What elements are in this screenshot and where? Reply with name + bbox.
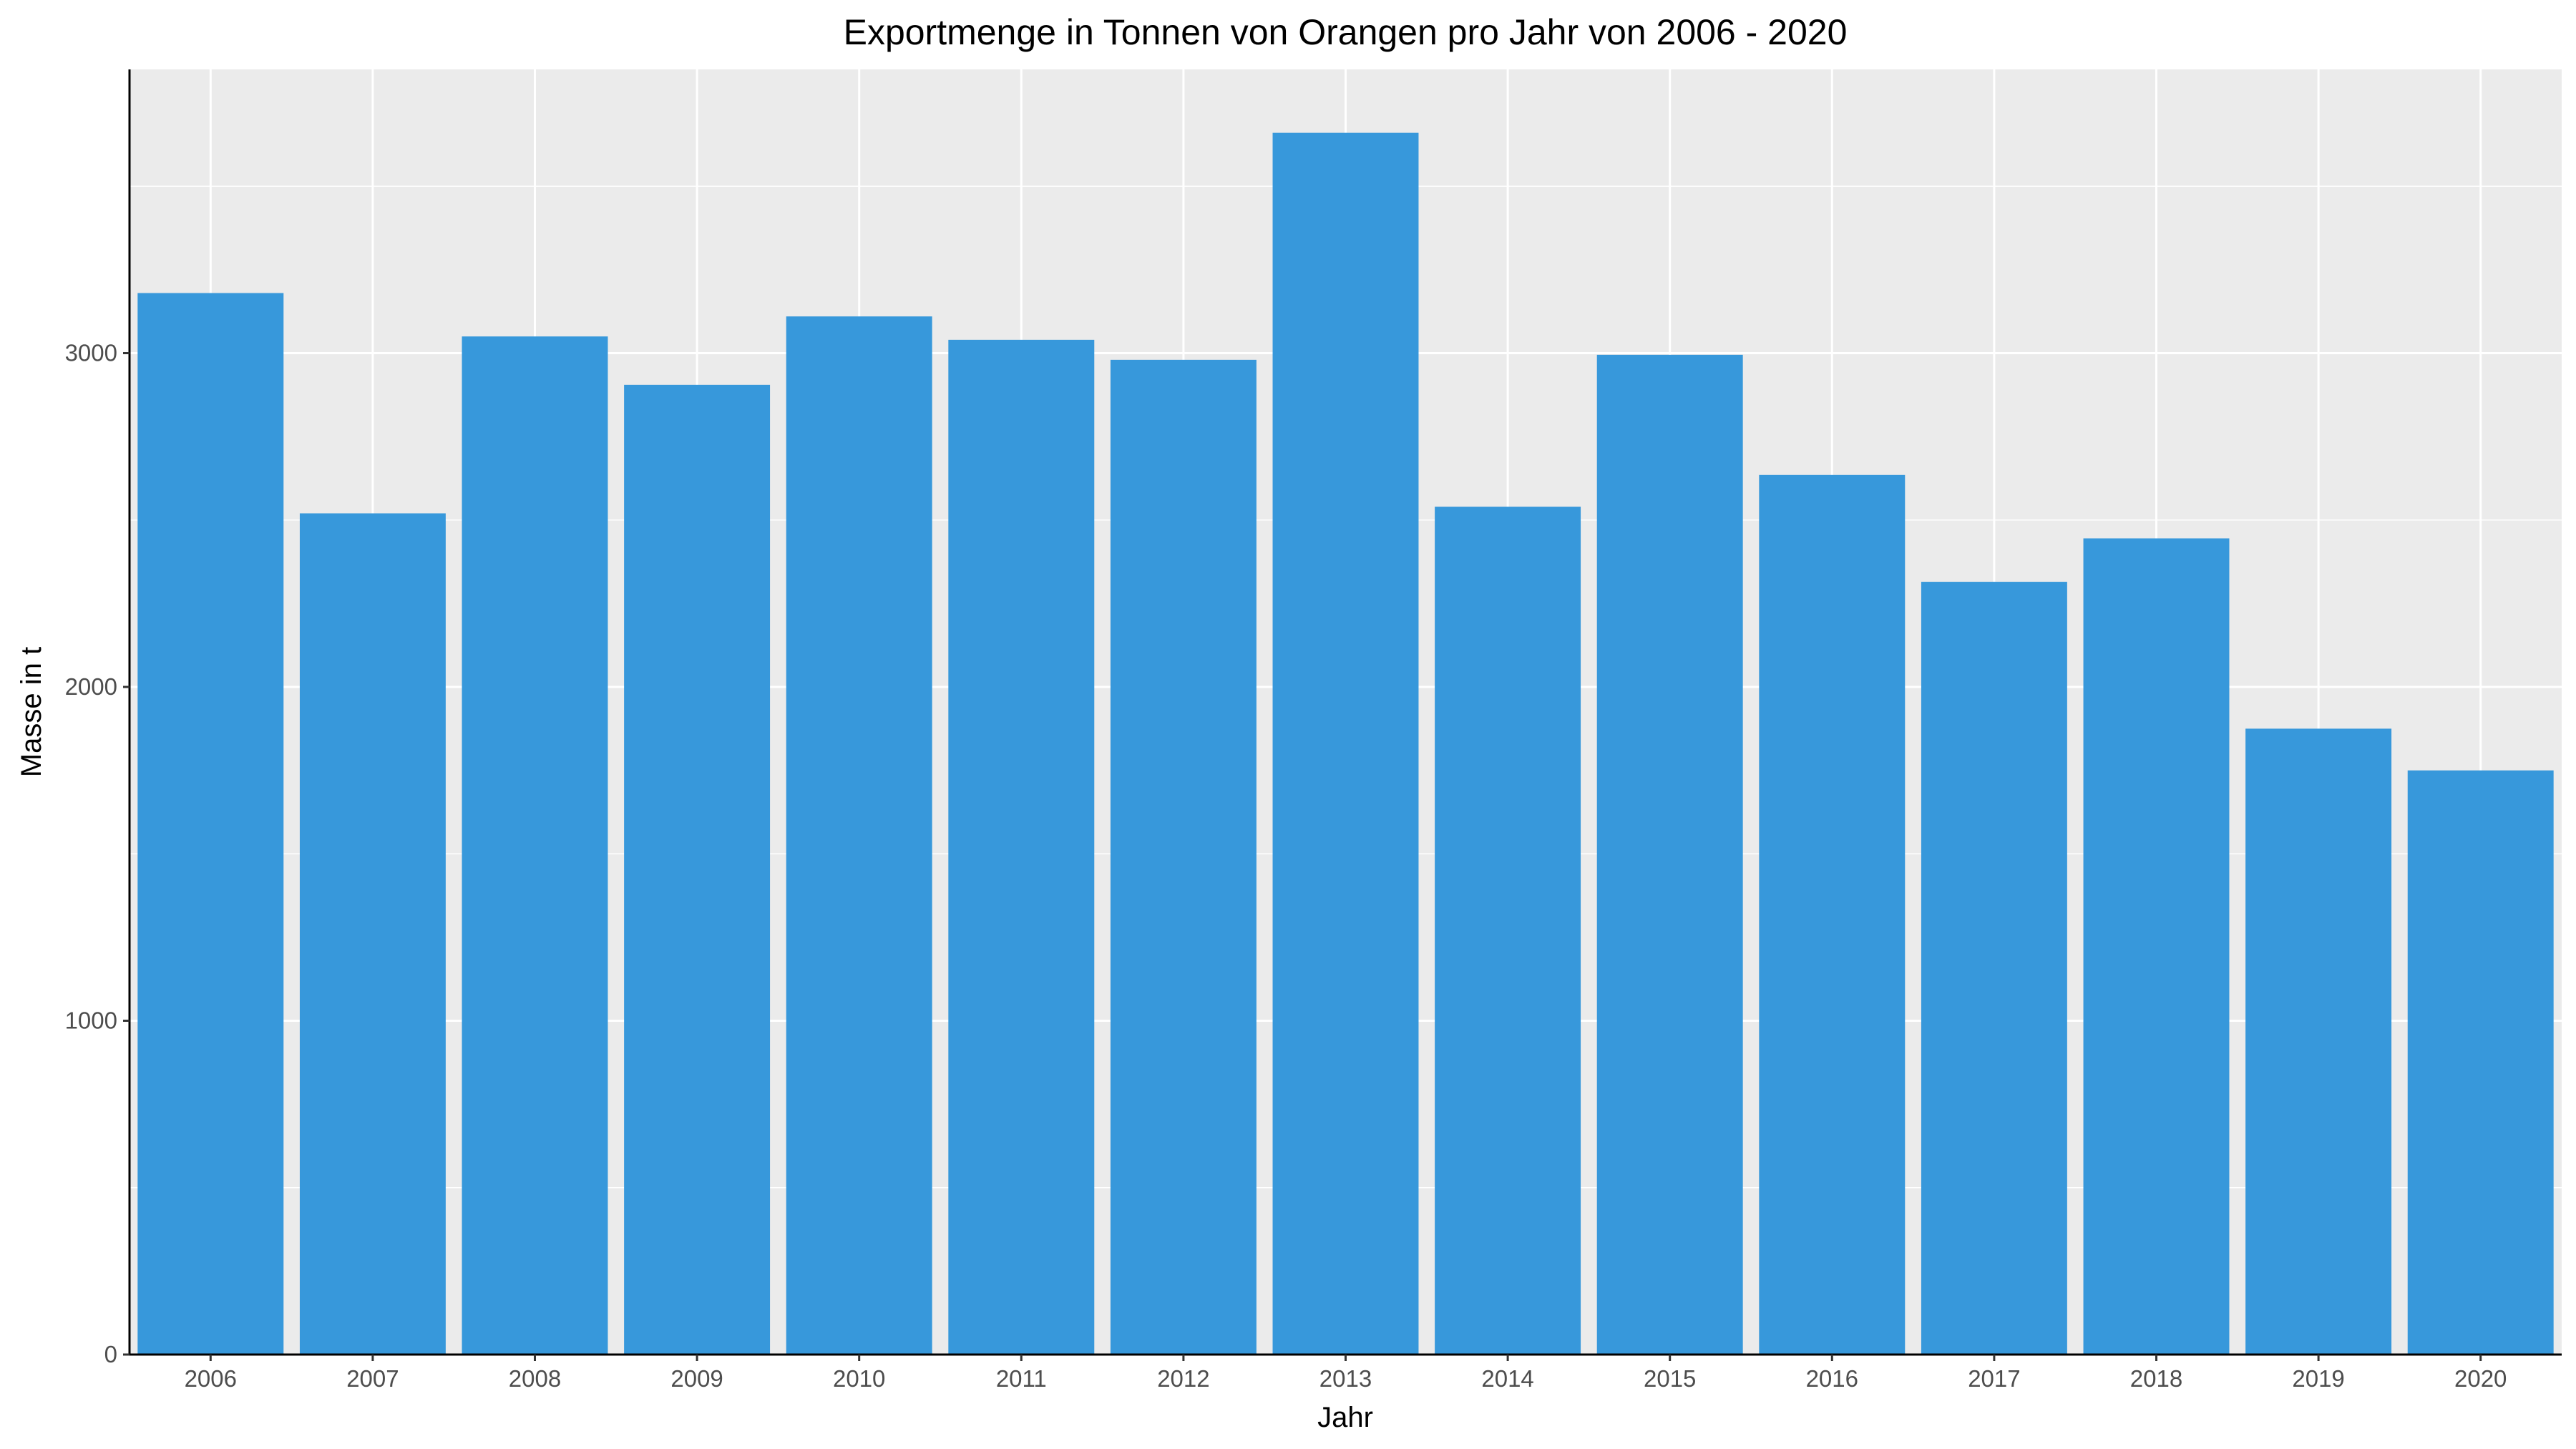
y-tick-label: 3000 xyxy=(65,340,117,366)
x-tick-label: 2007 xyxy=(346,1365,399,1392)
x-tick-label: 2016 xyxy=(1806,1365,1858,1392)
bar-2014 xyxy=(1435,507,1581,1355)
y-tick-label: 1000 xyxy=(65,1008,117,1034)
y-tick-label: 2000 xyxy=(65,673,117,700)
x-tick-label: 2012 xyxy=(1157,1365,1209,1392)
x-tick-label: 2018 xyxy=(2130,1365,2182,1392)
bar-2007 xyxy=(299,513,446,1355)
x-tick-label: 2013 xyxy=(1319,1365,1372,1392)
x-axis-ticks: 2006 2007 2008 2009 2010 2011 2012 2013 2014 2015… xyxy=(185,1355,2507,1392)
chart-title: Exportmenge in Tonnen von Orangen pro Ja… xyxy=(844,12,1848,52)
bar-2009 xyxy=(624,384,771,1355)
x-axis-title: Jahr xyxy=(1317,1402,1373,1433)
x-tick-label: 2015 xyxy=(1644,1365,1696,1392)
bar-2006 xyxy=(137,293,284,1355)
bar-2016 xyxy=(1759,474,1906,1355)
bar-2008 xyxy=(462,336,608,1355)
bar-2020 xyxy=(2407,770,2554,1355)
bar-2019 xyxy=(2245,728,2392,1355)
bar-2013 xyxy=(1272,132,1419,1355)
bar-2010 xyxy=(786,316,932,1355)
y-axis-title: Masse in t xyxy=(16,647,47,777)
x-tick-label: 2019 xyxy=(2292,1365,2344,1392)
x-tick-label: 2020 xyxy=(2454,1365,2507,1392)
bar-2011 xyxy=(948,339,1095,1355)
bar-2018 xyxy=(2083,538,2230,1355)
x-tick-label: 2010 xyxy=(833,1365,885,1392)
x-tick-label: 2006 xyxy=(185,1365,237,1392)
bars xyxy=(137,132,2554,1355)
y-tick-label: 0 xyxy=(104,1341,117,1367)
y-axis-ticks: 0 1000 2000 3000 xyxy=(65,340,130,1367)
x-tick-label: 2011 xyxy=(996,1365,1047,1392)
x-tick-label: 2009 xyxy=(670,1365,723,1392)
bar-2015 xyxy=(1596,354,1743,1355)
bar-2017 xyxy=(1921,582,2067,1355)
x-tick-label: 2014 xyxy=(1481,1365,1533,1392)
x-tick-label: 2008 xyxy=(509,1365,561,1392)
bar-2012 xyxy=(1110,359,1257,1355)
x-tick-label: 2017 xyxy=(1968,1365,2020,1392)
